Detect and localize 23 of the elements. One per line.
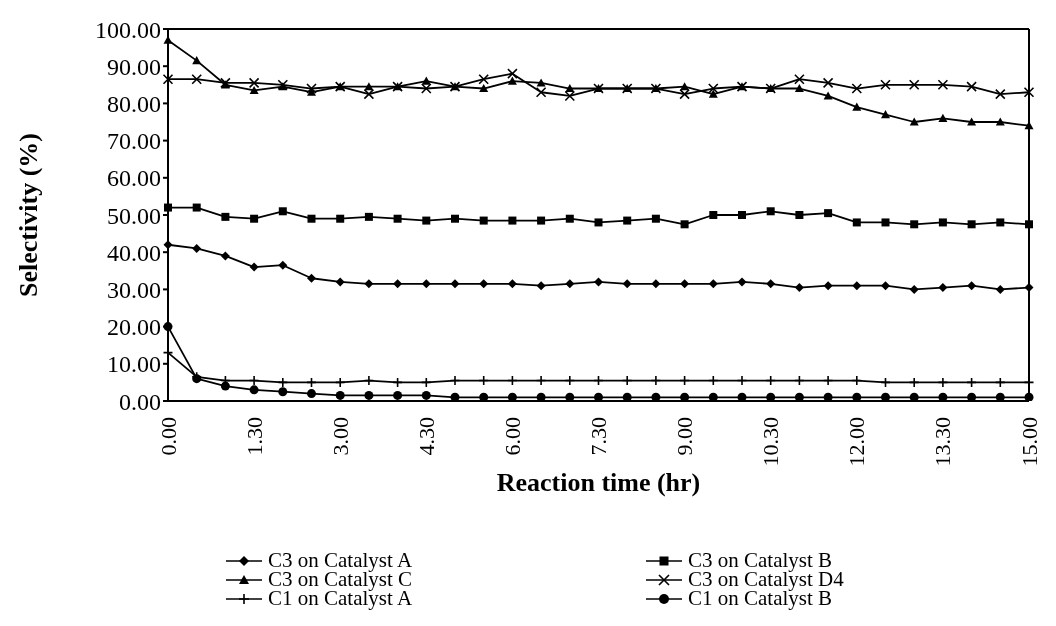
y-tick-label: 10.00 bbox=[107, 351, 161, 378]
y-tick-label: 50.00 bbox=[107, 202, 161, 229]
x-tick-label: 3.00 bbox=[327, 417, 353, 456]
x-axis-title: Reaction time (hr) bbox=[496, 468, 701, 497]
y-tick-label: 30.00 bbox=[107, 276, 161, 303]
y-tick-label: 20.00 bbox=[107, 314, 161, 341]
y-tick-label: 70.00 bbox=[107, 128, 161, 155]
x-tick-label: 13.30 bbox=[930, 417, 956, 467]
x-tick-label: 7.30 bbox=[586, 417, 611, 456]
y-axis-title: Selectivity (%) bbox=[14, 133, 44, 297]
y-tick-label: 0.00 bbox=[119, 388, 161, 415]
y-tick-label: 40.00 bbox=[107, 239, 161, 266]
y-tick-label: 90.00 bbox=[107, 53, 161, 80]
x-tick-label: 10.30 bbox=[758, 417, 784, 467]
y-tick-label: 80.00 bbox=[107, 90, 161, 117]
y-tick-label: 60.00 bbox=[107, 165, 161, 192]
x-tick-label: 12.00 bbox=[844, 417, 870, 467]
x-tick-label: 1.30 bbox=[241, 417, 267, 456]
x-tick-label: 9.00 bbox=[672, 417, 698, 456]
y-tick-label: 100.00 bbox=[95, 16, 161, 43]
x-tick-label: 6.00 bbox=[499, 417, 525, 456]
x-tick-label: 15.00 bbox=[1016, 417, 1042, 467]
x-tick-label: 4.30 bbox=[413, 417, 439, 456]
